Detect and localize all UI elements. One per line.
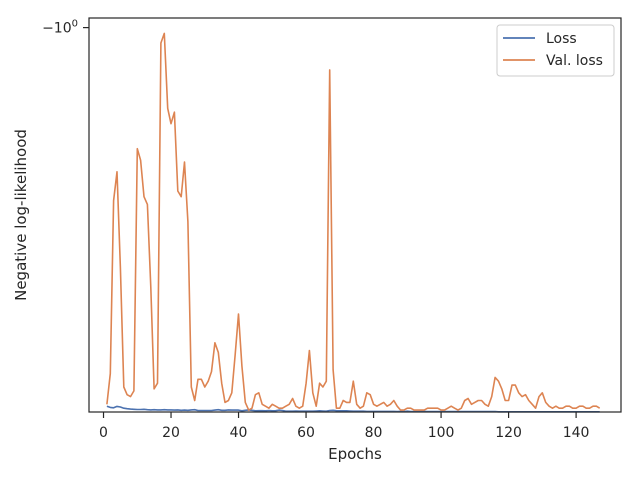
x-tick-label: 80 [365, 425, 383, 441]
x-tick-label: 40 [230, 425, 248, 441]
y-tick-label: −100 [42, 19, 78, 37]
x-axis-label: Epochs [328, 445, 382, 463]
legend-label-loss: Loss [546, 31, 577, 47]
plot-area [89, 18, 621, 412]
y-axis-ticks: −100 [42, 19, 89, 37]
x-axis-ticks: 0 20 40 60 80 100 120 140 [99, 412, 589, 441]
legend: Loss Val. loss [496, 24, 615, 77]
y-axis-label: Negative log-likelihood [12, 129, 30, 301]
plot-frame [88, 17, 622, 413]
x-tick-label: 140 [563, 425, 590, 441]
y-tick-exponent: 0 [72, 19, 78, 30]
x-tick-label: 120 [495, 425, 522, 441]
x-tick-label: 60 [297, 425, 315, 441]
x-tick-label: 100 [428, 425, 455, 441]
series-line-val-loss [106, 32, 601, 411]
legend-label-val-loss: Val. loss [546, 53, 603, 69]
x-tick-label: 0 [99, 425, 108, 441]
x-tick-label: 20 [162, 425, 180, 441]
